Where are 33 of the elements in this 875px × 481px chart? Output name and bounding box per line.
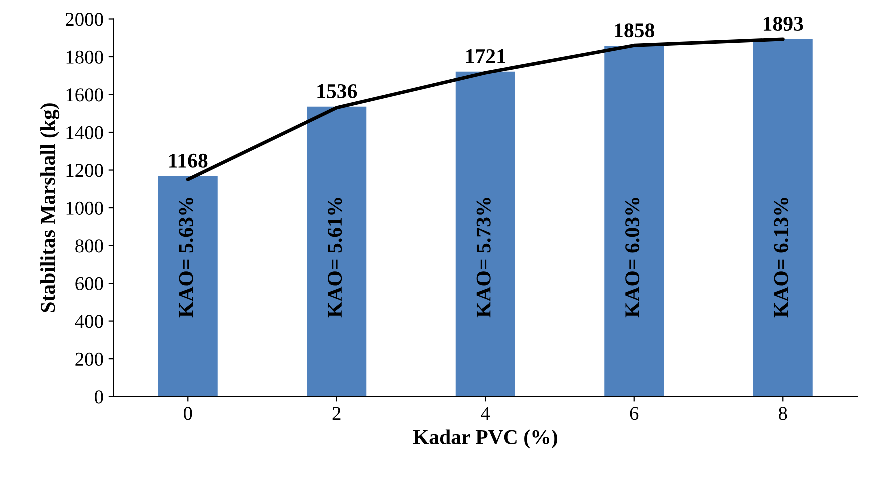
y-tick-label: 1600 — [66, 88, 104, 102]
data-label: 1721 — [466, 50, 506, 64]
y-tick-label: 1800 — [66, 50, 104, 64]
x-axis-title: Kadar PVC (%) — [413, 430, 558, 449]
bar — [307, 106, 367, 397]
y-tick-label: 1200 — [66, 164, 104, 178]
bar — [753, 39, 813, 397]
x-tick-label: 4 — [481, 407, 490, 420]
data-label: 1893 — [764, 16, 804, 32]
data-label: 1536 — [318, 84, 358, 98]
y-tick-label: 1400 — [66, 126, 104, 140]
annotation: KAO= 6.13% — [774, 198, 788, 318]
y-tick-label: 600 — [76, 277, 104, 290]
y-tick-label: 800 — [76, 240, 104, 253]
bar — [158, 176, 218, 397]
data-label: 1168 — [170, 154, 208, 168]
y-tick-label: 0 — [95, 390, 104, 404]
x-tick-label: 8 — [779, 407, 788, 420]
y-axis-title: Stabilitas Marshall (kg) — [40, 104, 60, 312]
annotation: KAO= 6.03% — [626, 198, 640, 318]
bar — [456, 72, 516, 397]
annotation: KAO= 5.73% — [476, 198, 491, 318]
y-tick-label: 400 — [75, 315, 104, 328]
y-tick-label: 1000 — [66, 202, 104, 215]
y-tick-label: 2000 — [66, 13, 104, 26]
x-tick-label: 6 — [630, 407, 639, 420]
annotation: KAO= 5.63% — [179, 198, 194, 318]
y-tick-label: 200 — [76, 352, 104, 366]
annotation: KAO= 5.61% — [328, 198, 342, 318]
x-tick-label: 0 — [184, 407, 192, 420]
data-label: 1858 — [615, 24, 655, 38]
bar — [604, 46, 664, 397]
x-tick-label: 2 — [332, 407, 341, 420]
